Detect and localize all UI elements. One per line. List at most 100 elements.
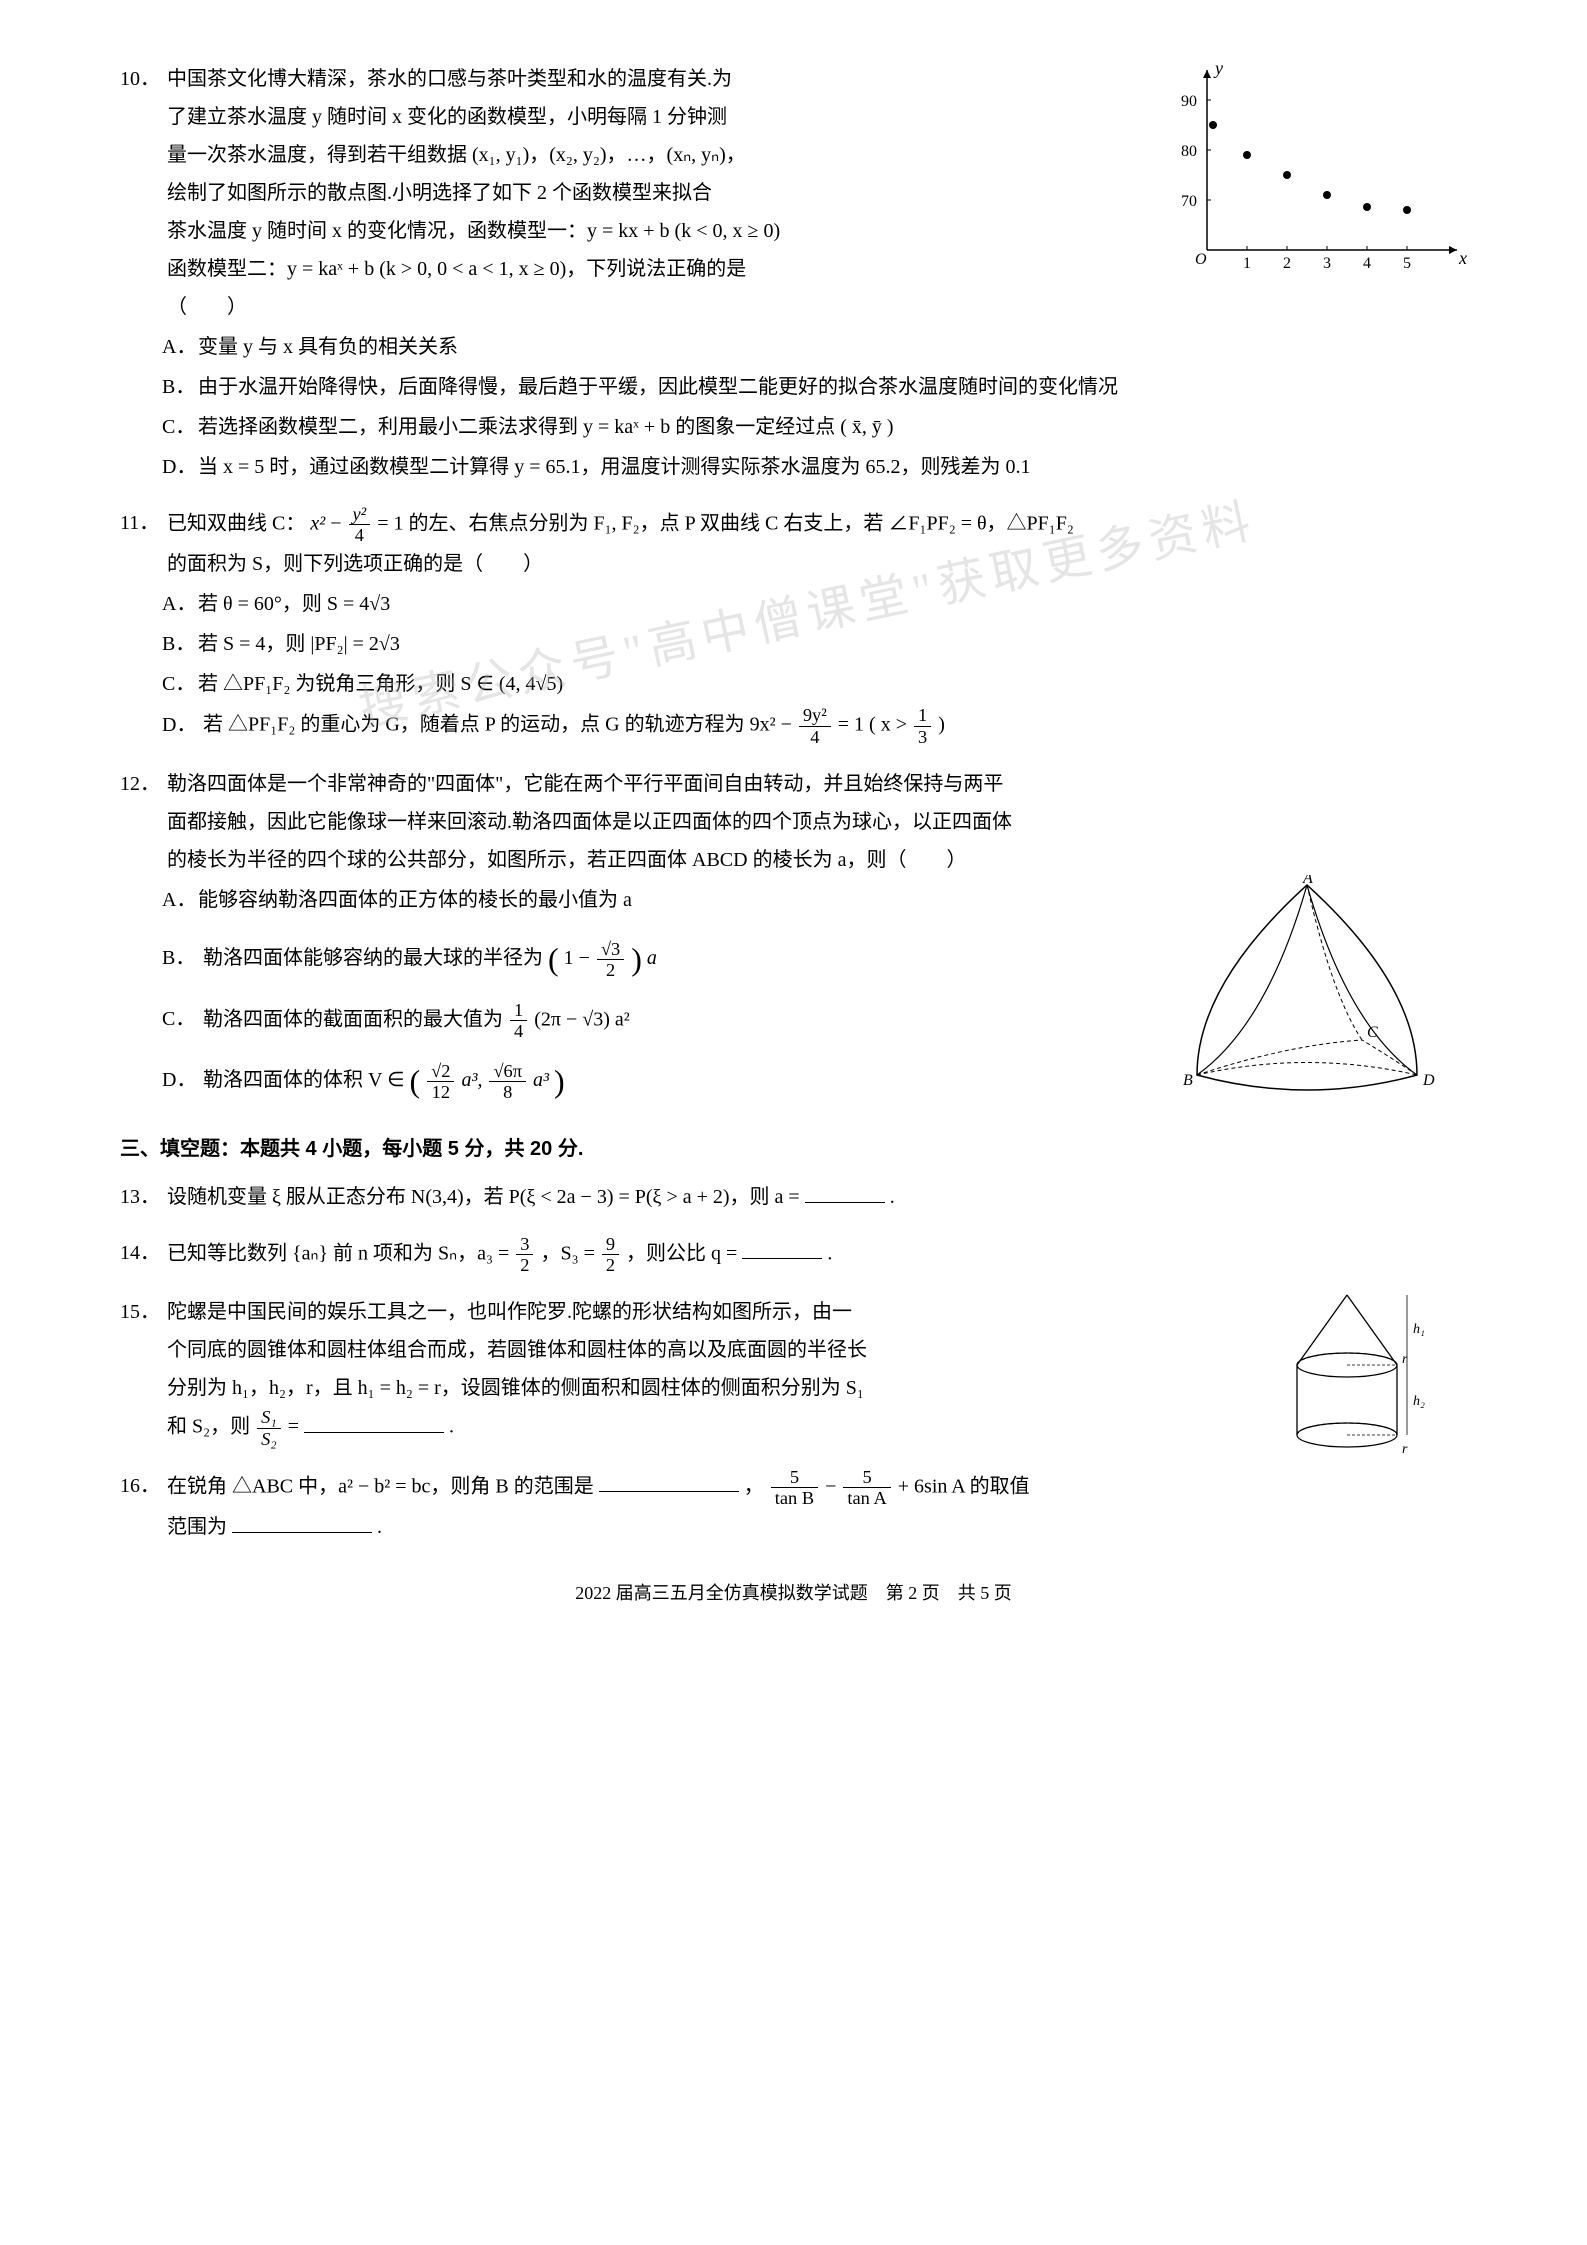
q14-body: 已知等比数列 {aₙ} 前 n 项和为 Sₙ，a₃ = 3 2 ，S₃ = 9 … xyxy=(167,1234,1464,1275)
q14-pre: 已知等比数列 {aₙ} 前 n 项和为 Sₙ，a₃ = xyxy=(167,1242,514,1264)
q13-blank xyxy=(805,1181,885,1203)
q10-opt-a-text: 变量 y 与 x 具有负的相关关系 xyxy=(198,336,458,358)
svg-text:70: 70 xyxy=(1181,193,1197,210)
q12-d-a32: a³ xyxy=(533,1069,549,1091)
opt-label: C． xyxy=(162,665,198,703)
q11-opt-b-text: 若 S = 4，则 |PF₂| = 2√3 xyxy=(198,633,400,655)
q16-frac2: 5 tan A xyxy=(843,1467,890,1508)
q12-d-f2n: √6π xyxy=(489,1061,526,1082)
q11-d-frac2-num: 1 xyxy=(914,705,931,726)
q16-f2d: tan A xyxy=(843,1488,890,1508)
q11-stem: 已知双曲线 C： x² − y² 4 = 1 的左、右焦点分别为 F₁, F₂，… xyxy=(167,504,1464,583)
opt-label: A． xyxy=(162,585,198,623)
svg-text:h₂: h₂ xyxy=(1413,1394,1425,1409)
q15-fd: S₂ xyxy=(257,1429,281,1449)
q12-c-fnum: 1 xyxy=(510,1000,527,1021)
q11-opt-c-text: 若 △PF₁F₂ 为锐角三角形，则 S ∈ (4, 4√5) xyxy=(198,673,563,695)
q16-minus: − xyxy=(825,1475,841,1497)
q12-a-text: 能够容纳勒洛四面体的正方体的棱长的最小值为 a xyxy=(198,889,632,911)
q11-number: 11． xyxy=(120,504,162,542)
q10-line4: 绘制了如图所示的散点图.小明选择了如下 2 个函数模型来拟合 xyxy=(167,182,712,204)
q13-number: 13． xyxy=(120,1178,162,1216)
svg-text:r: r xyxy=(1402,1352,1408,1367)
q10-line2: 了建立茶水温度 y 随时间 x 变化的函数模型，小明每隔 1 分钟测 xyxy=(167,106,727,128)
q12-reuleaux-figure: A B C D xyxy=(1167,875,1447,1095)
q11-opt-a-text: 若 θ = 60°，则 S = 4√3 xyxy=(198,593,390,615)
q11-d-end: ) xyxy=(938,714,945,736)
q13-body: 设随机变量 ξ 服从正态分布 N(3,4)，若 P(ξ < 2a − 3) = … xyxy=(167,1178,1464,1216)
q14-frac2: 9 2 xyxy=(602,1234,619,1275)
q14-post: ，则公比 q = xyxy=(626,1242,742,1264)
q12-d-close: ) xyxy=(554,1063,565,1099)
q12-number: 12． xyxy=(120,765,162,803)
q16-mid1: ， xyxy=(744,1475,764,1497)
q12-b-pre: 勒洛四面体能够容纳的最大球的半径为 xyxy=(203,947,548,969)
q13-end: . xyxy=(890,1186,895,1208)
q11-d-frac-num: 9y² xyxy=(799,705,831,726)
q10-line6: 函数模型二：y = kaˣ + b (k > 0, 0 < a < 1, x ≥… xyxy=(167,258,746,280)
q15-frac: S₁ S₂ xyxy=(257,1407,281,1448)
q16-post: + 6sin A 的取值 xyxy=(898,1475,1030,1497)
q11-post2: 的面积为 S，则下列选项正确的是（ ） xyxy=(167,553,543,575)
q16-f2n: 5 xyxy=(843,1467,890,1488)
q12-l3: 的棱长为半径的四个球的公共部分，如图所示，若正四面体 ABCD 的棱长为 a，则… xyxy=(167,849,966,871)
q12-d-frac2: √6π 8 xyxy=(489,1061,526,1102)
q16-pre: 在锐角 △ABC 中，a² − b² = bc，则角 B 的范围是 xyxy=(167,1475,599,1497)
q16-body: 在锐角 △ABC 中，a² − b² = bc，则角 B 的范围是 ， 5 ta… xyxy=(167,1467,1464,1546)
q14-blank xyxy=(742,1237,822,1259)
q10-number: 10． xyxy=(120,60,162,98)
q15-l2: 个同底的圆锥体和圆柱体组合而成，若圆锥体和圆柱体的高以及底面圆的半径长 xyxy=(167,1339,867,1361)
q12-c-fden: 4 xyxy=(510,1021,527,1041)
q11-post1: = 1 的左、右焦点分别为 F₁, F₂，点 P 双曲线 C 右支上，若 ∠F₁… xyxy=(377,512,1074,534)
q11-d-frac2: 1 3 xyxy=(914,705,931,746)
q11-d-post: = 1 ( x > xyxy=(838,714,912,736)
q12-d-frac1: √2 12 xyxy=(427,1061,454,1102)
opt-label: D． xyxy=(162,448,198,486)
q11-frac-num: y² xyxy=(349,504,371,525)
opt-label: B． xyxy=(162,939,198,977)
q12-b-fnum: √3 xyxy=(597,939,624,960)
svg-text:D: D xyxy=(1422,1072,1435,1089)
q16-f1n: 5 xyxy=(771,1467,818,1488)
q12-d-open: ( xyxy=(410,1063,421,1099)
q16-blank1 xyxy=(599,1470,739,1492)
q10-opt-d: D．当 x = 5 时，通过函数模型二计算得 y = 65.1，用温度计测得实际… xyxy=(120,448,1467,486)
question-12: 12． 勒洛四面体是一个非常神奇的"四面体"，它能在两个平行平面间自由转动，并且… xyxy=(120,765,1467,1112)
svg-text:4: 4 xyxy=(1363,255,1371,272)
opt-label: D． xyxy=(162,1061,198,1099)
q15-body: 陀螺是中国民间的娱乐工具之一，也叫作陀罗.陀螺的形状结构如图所示，由一 个同底的… xyxy=(167,1293,1207,1448)
q11-frac: y² 4 xyxy=(349,504,371,545)
q10-line7: （ ） xyxy=(167,296,247,318)
q10-line5: 茶水温度 y 随时间 x 的变化情况，函数模型一：y = kx + b (k <… xyxy=(167,220,780,242)
q14-frac1: 3 2 xyxy=(516,1234,533,1275)
svg-text:A: A xyxy=(1302,875,1313,887)
q14-mid: ，S₃ = xyxy=(540,1242,599,1264)
q11-d-pre: 若 △PF₁F₂ 的重心为 G，随着点 P 的运动，点 G 的轨迹方程为 9x²… xyxy=(203,714,797,736)
q12-c-frac: 1 4 xyxy=(510,1000,527,1041)
q10-opt-b-text: 由于水温开始降得快，后面降得慢，最后趋于平缓，因此模型二能更好的拟合茶水温度随时… xyxy=(198,376,1118,398)
q12-d-a31: a³, xyxy=(461,1069,487,1091)
q14-f1d: 2 xyxy=(516,1255,533,1275)
q14-f2d: 2 xyxy=(602,1255,619,1275)
q16-number: 16． xyxy=(120,1467,162,1505)
q15-number: 15． xyxy=(120,1293,162,1331)
q15-lastpre: 和 S₂，则 xyxy=(167,1416,255,1438)
q11-opt-a: A．若 θ = 60°，则 S = 4√3 xyxy=(120,585,1467,623)
opt-label: D． xyxy=(162,706,198,744)
q12-c-mid: (2π − √3) a² xyxy=(534,1008,630,1030)
page-footer: 2022 届高三五月全仿真模拟数学试题 第 2 页 共 5 页 xyxy=(120,1576,1467,1610)
q15-fn: S₁ xyxy=(257,1407,281,1428)
question-13: 13． 设随机变量 ξ 服从正态分布 N(3,4)，若 P(ξ < 2a − 3… xyxy=(120,1178,1467,1216)
q11-frac-den: 4 xyxy=(349,525,371,545)
svg-text:1: 1 xyxy=(1243,255,1251,272)
svg-text:h₁: h₁ xyxy=(1413,1322,1425,1337)
q11-x2: x² xyxy=(310,512,325,534)
question-15: 15． 陀螺是中国民间的娱乐工具之一，也叫作陀罗.陀螺的形状结构如图所示，由一 … xyxy=(120,1293,1467,1448)
svg-text:y: y xyxy=(1213,60,1223,78)
q12-d-f2d: 8 xyxy=(489,1082,526,1102)
q14-end: . xyxy=(827,1242,832,1264)
q15-end: . xyxy=(449,1416,454,1438)
opt-label: A． xyxy=(162,881,198,919)
svg-text:5: 5 xyxy=(1403,255,1411,272)
q12-d-f1d: 12 xyxy=(427,1082,454,1102)
